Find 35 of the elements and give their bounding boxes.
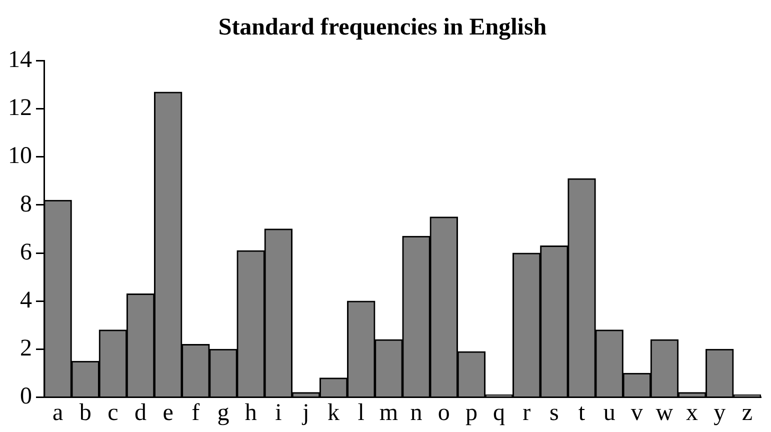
- y-tick-label: 14: [8, 47, 32, 74]
- x-tick-label: z: [742, 400, 753, 426]
- x-tick-label: n: [410, 400, 422, 426]
- x-tick-label: e: [162, 400, 174, 426]
- x-tick-label: u: [603, 400, 616, 426]
- y-tick-label: 4: [20, 287, 32, 314]
- chart-title: Standard frequencies in English: [218, 14, 547, 41]
- x-tick-label: t: [578, 400, 586, 426]
- x-tick-label: h: [244, 400, 257, 426]
- x-tick-label: w: [656, 400, 674, 426]
- x-tick-label: b: [79, 400, 92, 426]
- x-tick-label: c: [108, 400, 118, 426]
- y-tick-label: 8: [20, 191, 32, 218]
- y-tick-label: 12: [8, 95, 32, 122]
- x-tick-label: p: [465, 400, 478, 426]
- x-tick-label: x: [686, 400, 698, 426]
- x-tick-label: r: [522, 400, 531, 426]
- x-tick-label: f: [192, 400, 200, 426]
- x-tick-label: l: [358, 400, 365, 426]
- x-tick-label: q: [493, 400, 506, 426]
- y-tick-label: 0: [20, 383, 32, 410]
- x-tick-label: d: [134, 400, 147, 426]
- x-tick-label: m: [379, 400, 398, 426]
- x-tick-label: i: [275, 400, 282, 426]
- y-tick-label: 2: [20, 335, 32, 362]
- x-tick-label: s: [550, 400, 559, 426]
- x-tick-label: g: [217, 400, 230, 426]
- y-tick-label: 10: [8, 143, 32, 170]
- x-tick-label: k: [328, 400, 340, 426]
- x-tick-label: v: [630, 400, 643, 426]
- y-tick-label: 6: [20, 239, 32, 266]
- x-tick-label: o: [438, 400, 450, 426]
- x-tick-label: a: [52, 400, 64, 426]
- x-tick-label: y: [714, 400, 726, 426]
- x-tick-label: j: [302, 400, 310, 426]
